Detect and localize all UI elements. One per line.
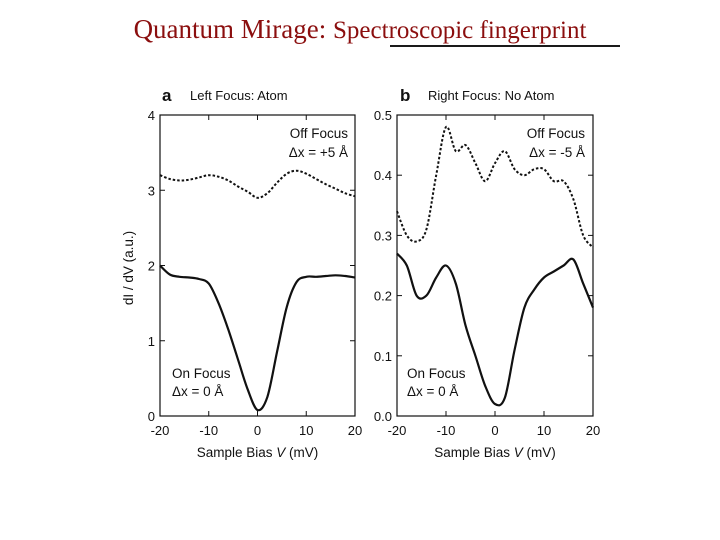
panel-a: -20 -10 0 10 20 0 1 2 3 4a Left Focus: Atom Off Foc… [121, 86, 362, 460]
panel-letter: b [400, 86, 410, 105]
x-tick-label: 0 [254, 423, 261, 438]
slide-title: Quantum Mirage: Spectroscopic fingerprin… [0, 14, 720, 45]
x-tick-label: 10 [537, 423, 551, 438]
y-tick-label: 0.2 [374, 289, 392, 304]
annotation-on-focus: On Focus [172, 366, 231, 381]
x-tick-label: 0 [491, 423, 498, 438]
x-tick-label: -20 [151, 423, 170, 438]
title-underline [390, 45, 620, 47]
annotation-off-focus-shift: Δx = -5 Å [529, 145, 585, 160]
panel-b: -20 -10 0 10 20 0.0 0.1 0.2 0.3 0.4 0.5 b Right Focu… [374, 86, 600, 460]
y-tick-label: 3 [148, 183, 155, 198]
x-tick-label: -10 [199, 423, 218, 438]
series-on-focus-line [159, 264, 356, 412]
annotation-off-focus: Off Focus [527, 126, 586, 141]
y-tick-label: 1 [148, 334, 155, 349]
panel-title: Left Focus: Atom [190, 88, 288, 103]
x-tick-label: -10 [437, 423, 456, 438]
y-tick-label: 2 [148, 259, 155, 274]
x-tick-label: -20 [388, 423, 407, 438]
y-tick-label: 0.4 [374, 168, 392, 183]
x-axis-label: Sample Bias V (mV) [197, 445, 319, 460]
x-tick-label: 20 [348, 423, 362, 438]
annotation-on-focus-shift: Δx = 0 Å [172, 384, 223, 399]
x-tick-label: 10 [299, 423, 313, 438]
y-tick-label: 0.3 [374, 228, 392, 243]
y-axis-label: dI / dV (a.u.) [121, 231, 136, 305]
y-tick-label: 4 [148, 108, 155, 123]
panel-letter: a [162, 86, 172, 105]
title-main: Quantum Mirage: [133, 14, 327, 44]
panel-title: Right Focus: No Atom [428, 88, 554, 103]
series-off-focus-line [159, 169, 356, 199]
y-tick-label: 0.1 [374, 349, 392, 364]
series-on-focus-line [396, 252, 595, 407]
y-tick-label: 0.5 [374, 108, 392, 123]
series-off-focus-line [396, 125, 594, 249]
y-tick-label: 0.0 [374, 409, 392, 424]
annotation-off-focus: Off Focus [290, 126, 349, 141]
annotation-on-focus: On Focus [407, 366, 466, 381]
y-tick-label: 0 [148, 409, 155, 424]
x-tick-label: 20 [586, 423, 600, 438]
title-sub: Spectroscopic fingerprint [333, 17, 587, 44]
annotation-off-focus-shift: Δx = +5 Å [289, 145, 348, 160]
annotation-on-focus-shift: Δx = 0 Å [407, 384, 458, 399]
x-axis-label: Sample Bias V (mV) [434, 445, 556, 460]
